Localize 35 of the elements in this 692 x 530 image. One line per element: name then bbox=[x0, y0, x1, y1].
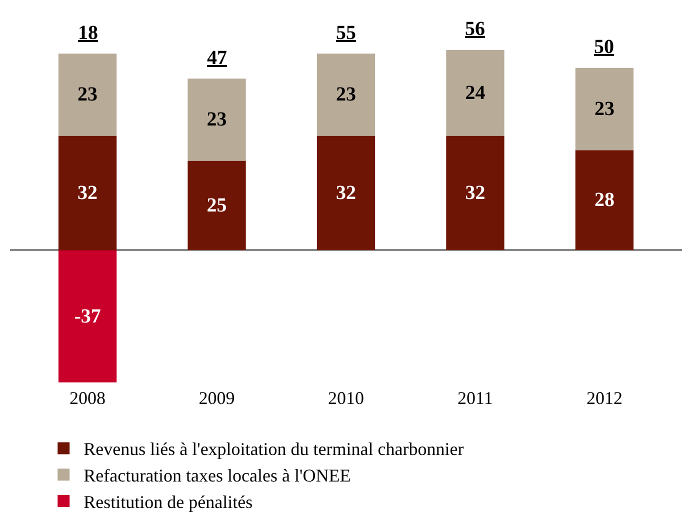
x-tick-label: 2008 bbox=[70, 388, 106, 408]
data-label: 32 bbox=[336, 182, 356, 204]
data-label: 32 bbox=[78, 182, 98, 204]
data-label: 23 bbox=[336, 84, 356, 106]
legend-label: Revenus liés à l'exploitation du terminal charbonnier bbox=[84, 439, 464, 460]
data-label: -37 bbox=[74, 305, 101, 328]
bar bbox=[316, 136, 376, 250]
bar bbox=[446, 136, 504, 250]
total-label: 18 bbox=[78, 22, 98, 44]
x-tick-label: 2009 bbox=[198, 388, 235, 408]
legend-label: Restitution de pénalités bbox=[84, 492, 253, 512]
bar bbox=[446, 50, 504, 136]
bar bbox=[316, 54, 376, 136]
data-label: 25 bbox=[206, 194, 227, 216]
x-tick-label: 2012 bbox=[586, 388, 622, 408]
bar bbox=[58, 250, 117, 382]
bar bbox=[58, 136, 117, 250]
data-label: 23 bbox=[78, 84, 98, 106]
legend-label: Refacturation taxes locales à l'ONEE bbox=[84, 466, 351, 486]
bar bbox=[58, 54, 117, 136]
total-label: 55 bbox=[336, 22, 356, 44]
total-label: 47 bbox=[207, 47, 227, 69]
data-label: 28 bbox=[594, 189, 614, 212]
x-tick-label: 2010 bbox=[328, 388, 364, 408]
data-label: 23 bbox=[594, 98, 614, 120]
data-label: 24 bbox=[465, 82, 486, 104]
bar bbox=[575, 150, 634, 250]
bar bbox=[188, 78, 246, 161]
data-label: 23 bbox=[206, 108, 227, 131]
x-tick-label: 2011 bbox=[458, 388, 493, 408]
data-label: 32 bbox=[465, 182, 486, 204]
bar bbox=[575, 68, 634, 150]
total-label: 56 bbox=[465, 18, 485, 40]
total-label: 50 bbox=[594, 36, 614, 58]
bar bbox=[188, 160, 246, 250]
